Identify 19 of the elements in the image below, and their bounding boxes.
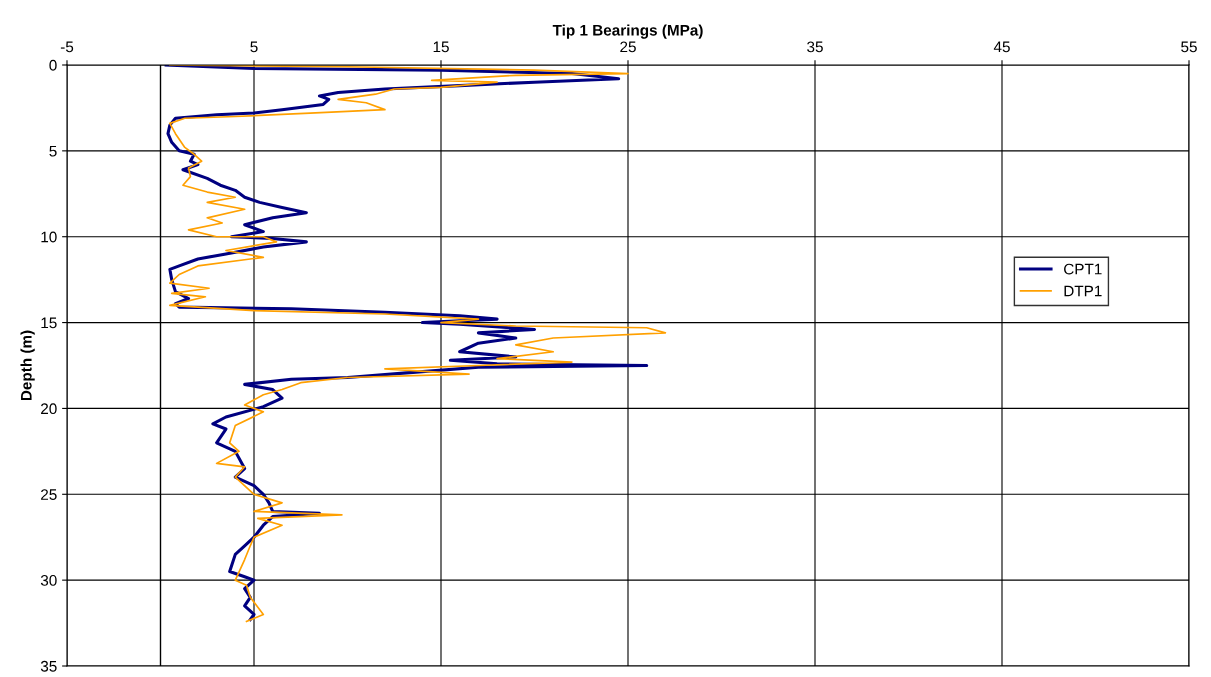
y-tick-label: 20 [41,403,57,415]
x-tick-label: 45 [993,41,1010,53]
y-tick-label: 0 [49,59,57,71]
y-tick-label: 25 [41,489,57,500]
x-tick-label: 5 [250,41,258,53]
y-axis-title: Depth (m) [20,330,35,401]
y-tick-label: 30 [40,575,57,586]
y-tick-label: 15 [41,317,57,329]
legend-label: DTP1 [1064,285,1102,297]
y-tick-label: 10 [41,231,57,243]
x-tick-label: -5 [60,41,74,53]
y-tick-label: 5 [49,145,57,157]
x-axis-title: Tip 1 Bearings (MPa) [552,24,703,39]
x-tick-label: 15 [433,41,449,53]
y-tick-label: 35 [40,660,57,672]
legend-label: CPT1 [1064,263,1102,275]
x-tick-label: 35 [807,41,823,53]
x-tick-label: 25 [620,41,636,53]
x-tick-label: 55 [1181,41,1197,53]
